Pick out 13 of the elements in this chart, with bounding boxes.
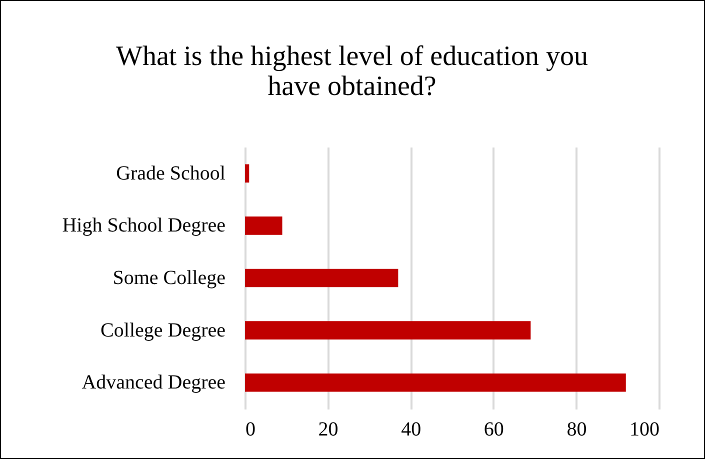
- y-tick-label: Advanced Degree: [82, 372, 226, 394]
- text: What is the highest level of education you: [116, 41, 588, 72]
- y-tick-label: Some College: [112, 267, 226, 289]
- text: have obtained?: [268, 71, 436, 102]
- y-tick-label: College Degree: [100, 319, 226, 342]
- x-tick-label: 60: [484, 418, 504, 440]
- y-tick-label: Grade School: [116, 162, 226, 184]
- x-tick-label: 40: [401, 418, 422, 440]
- y-tick-label: High School Degree: [62, 214, 226, 237]
- x-tick-label: 80: [566, 418, 587, 440]
- x-tick-label: 0: [246, 418, 256, 440]
- x-tick-label: 20: [318, 418, 338, 440]
- x-tick-label: 100: [630, 418, 660, 440]
